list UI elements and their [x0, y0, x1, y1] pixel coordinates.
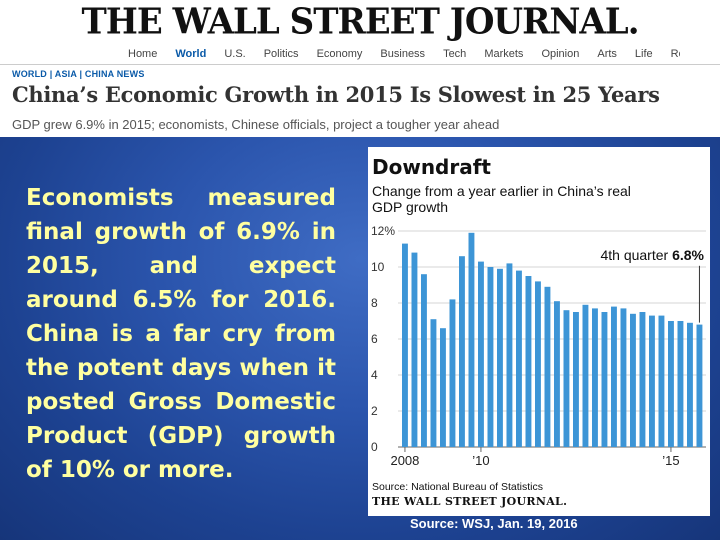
nav-item-home[interactable]: Home: [128, 48, 158, 60]
y-tick-label: 0: [371, 440, 378, 454]
x-tick-label: ’10: [472, 453, 489, 468]
gdp-bar: [430, 319, 437, 447]
nav-item-real-estate[interactable]: Real Estate: [670, 48, 680, 60]
gdp-bar: [668, 321, 674, 447]
gdp-bar: [535, 281, 541, 447]
nav-divider: [0, 64, 720, 65]
section-breadcrumb[interactable]: WORLD | ASIA | CHINA NEWS: [12, 69, 145, 79]
gdp-bar: [544, 286, 551, 447]
nav-item-markets[interactable]: Markets: [484, 48, 524, 60]
nav-item-tech[interactable]: Tech: [443, 48, 467, 60]
slide-source-caption: Source: WSJ, Jan. 19, 2016: [410, 516, 578, 531]
gdp-bar: [620, 308, 627, 447]
gdp-bar: [563, 310, 570, 447]
y-tick-label: 6: [371, 332, 378, 346]
y-tick-label: 2: [371, 404, 378, 418]
gdp-bar: [573, 312, 579, 447]
gdp-bar: [497, 268, 503, 447]
nav-item-arts[interactable]: Arts: [597, 48, 617, 60]
chart-source: Source: National Bureau of Statistics: [372, 481, 544, 493]
y-tick-label: 4: [371, 368, 378, 382]
gdp-bar: [516, 270, 522, 447]
gdp-bar: [440, 328, 446, 447]
gdp-bar: [402, 243, 408, 447]
gdp-bar: [582, 304, 589, 447]
gdp-bar: [677, 321, 684, 447]
x-tick-label: ’15: [662, 453, 679, 468]
gdp-chart-panel: Downdraft Change from a year earlier in …: [368, 147, 710, 516]
q4-annotation: 4th quarter 6.8%: [600, 247, 704, 263]
wsj-masthead[interactable]: THE WALL STREET JOURNAL.: [81, 1, 639, 43]
nav-item-u-s-[interactable]: U.S.: [224, 48, 246, 60]
gdp-bar: [639, 312, 646, 447]
wsj-nav-bar: Home World U.S. Politics Economy Business Tech…: [128, 48, 680, 60]
nav-item-business[interactable]: Business: [380, 48, 426, 60]
gdp-bar-chart: 12% 10 8 6 4 2 0 2008 ’10 ’15 4th quarter 6.8%: [371, 224, 706, 468]
gdp-bar: [487, 267, 494, 447]
nav-item-world[interactable]: World: [175, 48, 207, 60]
q4-annotation-value: 6.8%: [672, 247, 704, 263]
chart-subtitle: Change from a year earlier in China’s re…: [372, 183, 631, 215]
gdp-bar: [459, 256, 465, 447]
nav-item-politics[interactable]: Politics: [263, 48, 299, 60]
gdp-bar: [696, 324, 703, 447]
gdp-bar: [630, 313, 636, 447]
gdp-bar: [601, 312, 608, 447]
gdp-bar: [506, 263, 513, 447]
gdp-bar: [449, 299, 456, 447]
slide-body-text: Economists measured final growth of 6.9%…: [26, 185, 336, 483]
q4-annotation-prefix: 4th quarter: [600, 247, 672, 263]
article-subhead: GDP grew 6.9% in 2015; economists, Chine…: [12, 117, 500, 132]
nav-item-life[interactable]: Life: [634, 48, 653, 60]
gdp-bar: [421, 274, 427, 447]
gdp-bar: [687, 322, 693, 447]
y-tick-label: 12%: [371, 224, 395, 238]
gdp-bar: [554, 301, 560, 447]
nav-item-economy[interactable]: Economy: [316, 48, 363, 60]
gdp-bar: [478, 261, 484, 447]
chart-brand: THE WALL STREET JOURNAL.: [372, 495, 568, 508]
gdp-bar: [525, 276, 532, 447]
gdp-bar: [468, 232, 475, 447]
gdp-bar: [411, 252, 418, 447]
wsj-article-header: THE WALL STREET JOURNAL. Home World U.S. Po…: [0, 0, 720, 137]
gdp-bar: [592, 308, 598, 447]
chart-title: Downdraft: [372, 155, 491, 179]
nav-item-opinion[interactable]: Opinion: [541, 48, 580, 60]
article-headline[interactable]: China’s Economic Growth in 2015 Is Slowe…: [12, 82, 660, 107]
gdp-bar: [611, 306, 617, 447]
gdp-bar: [649, 315, 655, 447]
x-tick-label: 2008: [390, 453, 419, 468]
y-tick-label: 8: [371, 296, 378, 310]
y-tick-label: 10: [371, 260, 385, 274]
gdp-bar: [658, 315, 665, 447]
